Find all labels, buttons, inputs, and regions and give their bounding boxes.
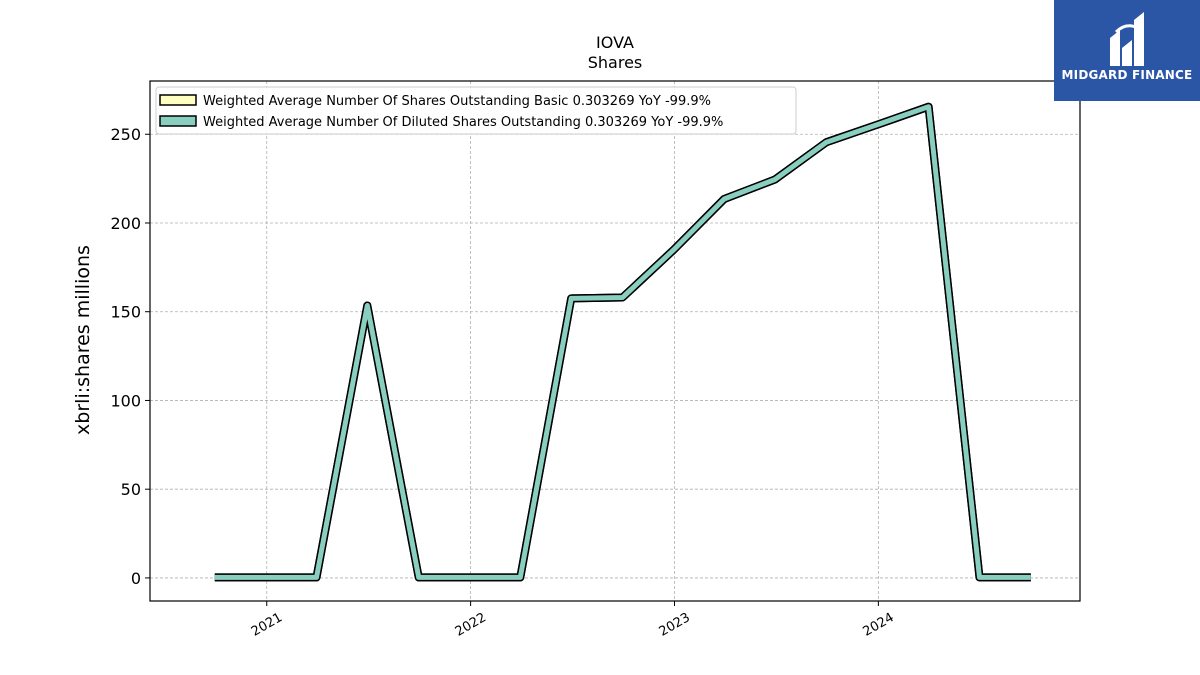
y-tick-label: 100	[110, 391, 141, 410]
y-tick-label: 250	[110, 125, 141, 144]
legend-label: Weighted Average Number Of Diluted Share…	[203, 115, 723, 130]
logo-text: MIDGARD FINANCE	[1061, 68, 1193, 82]
x-tick-label: 2021	[249, 610, 285, 640]
x-tick-label: 2024	[861, 610, 897, 640]
y-tick-label: 200	[110, 214, 141, 233]
x-tick-label: 2022	[453, 610, 489, 640]
logo-mark-icon	[1110, 12, 1144, 66]
legend-swatch	[159, 94, 197, 106]
y-tick-label: 0	[131, 569, 141, 588]
legend: Weighted Average Number Of Shares Outsta…	[155, 86, 797, 135]
chart-title: IOVA	[596, 33, 634, 52]
brand-logo: MIDGARD FINANCE	[1054, 0, 1200, 101]
chart-subtitle: Shares	[588, 53, 643, 72]
series-lines	[214, 102, 1031, 582]
legend-label: Weighted Average Number Of Shares Outsta…	[203, 94, 711, 109]
legend-box	[155, 86, 797, 135]
x-tick-label: 2023	[657, 610, 693, 640]
series-line	[214, 104, 1031, 580]
x-axis: 2021 2022 2023 2024	[249, 601, 897, 640]
legend-swatch	[159, 115, 197, 127]
y-axis-label: xbrli:shares millions	[72, 245, 94, 435]
series-outline	[214, 102, 1031, 582]
grid	[150, 81, 1080, 601]
y-tick-label: 50	[121, 480, 141, 499]
y-axis: 0 50 100 150 200 250	[110, 125, 150, 588]
y-tick-label: 150	[110, 303, 141, 322]
series-outline	[214, 102, 1031, 582]
plot-frame	[149, 80, 1081, 602]
series-line	[214, 104, 1031, 580]
